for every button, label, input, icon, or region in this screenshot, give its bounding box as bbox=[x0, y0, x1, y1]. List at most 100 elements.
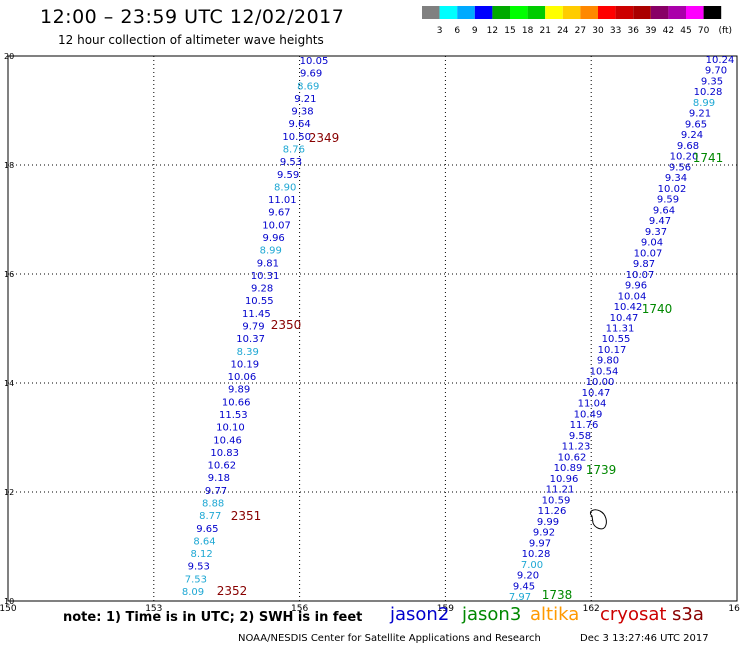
wave-height-value: 9.77 bbox=[205, 486, 227, 497]
wave-height-value: 10.24 bbox=[706, 55, 735, 66]
wave-height-value: 8.77 bbox=[199, 511, 221, 522]
wave-height-value: 10.66 bbox=[222, 397, 251, 408]
wave-height-value: 9.64 bbox=[288, 119, 310, 130]
wave-height-value: 10.96 bbox=[550, 474, 579, 485]
color-legend: 3 6 9 12 15 18 21 24 27 30 33 36 39 42 45 70 (ft) bbox=[422, 6, 732, 36]
wave-height-value: 10.55 bbox=[245, 296, 274, 307]
wave-height-value: 11.21 bbox=[546, 485, 575, 496]
pass-number-label: 2350 bbox=[271, 318, 302, 332]
legend-label: 15 bbox=[504, 26, 515, 36]
satellite-label-jason3: jason3 bbox=[462, 604, 522, 625]
wave-height-value: 10.04 bbox=[618, 291, 647, 302]
wave-height-value: 11.53 bbox=[219, 410, 248, 421]
wave-height-value: 10.47 bbox=[582, 388, 611, 399]
lon-tick-label: 156 bbox=[291, 604, 308, 614]
legend-swatch bbox=[562, 6, 581, 19]
island-outline bbox=[589, 509, 607, 530]
wave-height-value: 9.37 bbox=[645, 227, 667, 238]
lon-tick-label: 162 bbox=[583, 604, 600, 614]
wave-height-value: 11.04 bbox=[578, 399, 607, 410]
map-subtitle: 12 hour collection of altimeter wave hei… bbox=[58, 33, 324, 47]
pass-number-label: 1741 bbox=[693, 151, 724, 165]
wave-height-value: 8.39 bbox=[237, 347, 259, 358]
lat-tick-label: 14 bbox=[4, 379, 14, 388]
wave-height-value: 9.67 bbox=[268, 208, 290, 219]
lat-tick-label: 12 bbox=[4, 488, 14, 497]
legend-label: 12 bbox=[487, 26, 498, 36]
wave-height-value: 9.69 bbox=[300, 69, 322, 80]
wave-height-value: 10.31 bbox=[251, 271, 280, 282]
wave-height-value: 7.97 bbox=[509, 592, 531, 603]
lat-tick-label: 16 bbox=[4, 270, 14, 279]
wave-height-value: 9.38 bbox=[291, 107, 313, 118]
lat-tick-label: 20 bbox=[4, 52, 14, 61]
wave-height-value: 8.99 bbox=[693, 98, 715, 109]
legend-label: 9 bbox=[472, 26, 478, 36]
wave-height-value: 10.19 bbox=[231, 359, 260, 370]
legend-label: 27 bbox=[575, 26, 586, 36]
legend-label: 42 bbox=[663, 26, 674, 36]
lon-tick-label: 159 bbox=[437, 604, 454, 614]
map-frame bbox=[7, 55, 738, 602]
wave-height-value: 8.90 bbox=[274, 182, 296, 193]
wave-height-value: 9.97 bbox=[529, 538, 551, 549]
legend-swatch bbox=[457, 6, 475, 19]
wave-height-value: 8.64 bbox=[193, 536, 215, 547]
pass-number-label: 2351 bbox=[231, 509, 262, 523]
wave-height-value: 10.28 bbox=[522, 549, 551, 560]
wave-height-value: 9.56 bbox=[669, 162, 691, 173]
wave-height-value: 8.69 bbox=[297, 81, 319, 92]
wave-height-value: 9.47 bbox=[649, 216, 671, 227]
wave-height-value: 11.26 bbox=[538, 506, 567, 517]
wave-height-value: 10.47 bbox=[610, 313, 639, 324]
wave-height-value: 10.00 bbox=[586, 377, 615, 388]
wave-height-value: 9.58 bbox=[569, 431, 591, 442]
legend-swatch bbox=[703, 6, 722, 19]
legend-swatch bbox=[650, 6, 669, 19]
wave-height-value: 9.59 bbox=[277, 170, 299, 181]
lon-tick-label: 165 bbox=[728, 604, 740, 614]
wave-height-value: 10.42 bbox=[614, 302, 643, 313]
wave-height-value: 9.96 bbox=[263, 233, 285, 244]
wave-height-value: 10.20 bbox=[670, 152, 699, 163]
wave-height-value: 11.31 bbox=[606, 324, 635, 335]
wave-height-value: 9.79 bbox=[242, 322, 264, 333]
legend-swatch bbox=[439, 6, 458, 19]
wave-height-value: 9.87 bbox=[633, 259, 655, 270]
lon-tick-label: 150 bbox=[0, 604, 17, 614]
wave-height-value: 9.99 bbox=[537, 517, 559, 528]
legend-swatch bbox=[598, 6, 616, 19]
legend-label: 33 bbox=[610, 26, 621, 36]
wave-height-value: 9.92 bbox=[533, 528, 555, 539]
legend-swatch bbox=[527, 6, 546, 19]
pass-number-label: 2349 bbox=[309, 131, 340, 145]
legend-label: 30 bbox=[592, 26, 604, 36]
legend-label: 70 bbox=[698, 26, 710, 36]
wave-height-value: 11.76 bbox=[570, 420, 599, 431]
wave-height-value: 9.45 bbox=[513, 581, 535, 592]
satellite-label-s3a: s3a bbox=[672, 604, 704, 625]
wave-height-value: 10.83 bbox=[210, 448, 239, 459]
wave-height-value: 10.50 bbox=[282, 132, 311, 143]
legend-swatch bbox=[633, 6, 651, 19]
legend-label: 18 bbox=[522, 26, 534, 36]
wave-height-value: 9.28 bbox=[251, 284, 273, 295]
wave-height-value: 9.64 bbox=[653, 205, 675, 216]
wave-height-value: 8.88 bbox=[202, 499, 224, 510]
wave-height-value: 7.53 bbox=[185, 574, 207, 585]
satellite-label-cryosat: cryosat bbox=[600, 604, 667, 625]
wave-height-value: 9.18 bbox=[208, 473, 230, 484]
wave-height-value: 9.70 bbox=[705, 66, 727, 77]
legend-label: 6 bbox=[454, 26, 460, 36]
wave-height-value: 10.89 bbox=[554, 463, 583, 474]
wave-height-value: 10.54 bbox=[590, 366, 619, 377]
legend-label: 39 bbox=[645, 26, 657, 36]
wave-height-value: 10.28 bbox=[694, 87, 723, 98]
legend-label: 21 bbox=[539, 26, 550, 36]
wave-height-value: 10.17 bbox=[598, 345, 627, 356]
map-title: 12:00 – 23:59 UTC 12/02/2017 bbox=[40, 6, 345, 28]
wave-height-value: 9.68 bbox=[677, 141, 699, 152]
legend-label: 3 bbox=[437, 26, 443, 36]
legend-unit: (ft) bbox=[718, 26, 732, 36]
wave-height-value: 10.02 bbox=[658, 184, 687, 195]
